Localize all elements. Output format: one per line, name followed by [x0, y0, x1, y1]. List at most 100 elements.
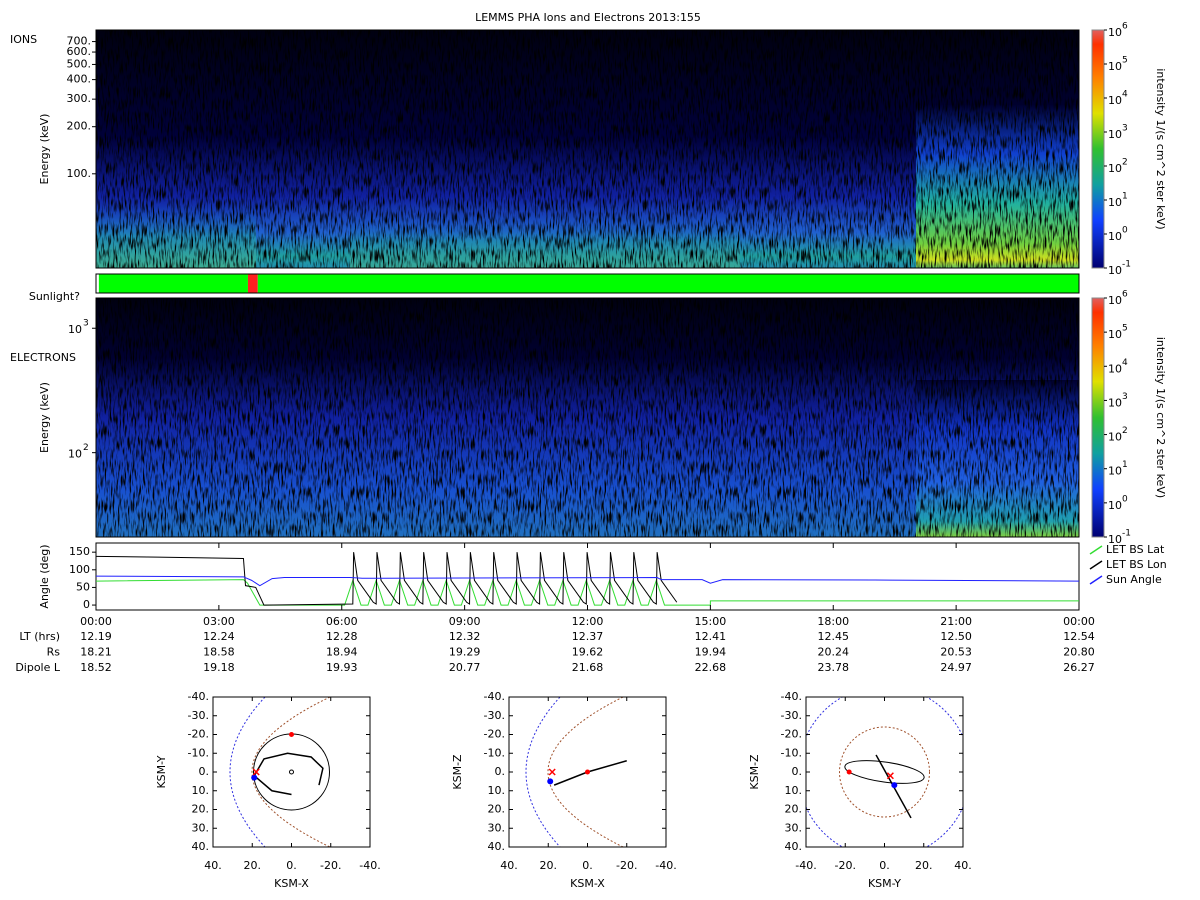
colorbar — [1091, 297, 1105, 538]
x-tick-label: -40. — [795, 859, 816, 872]
x-tick-label: 40. — [500, 859, 518, 872]
panel-label: ELECTRONS — [10, 351, 76, 364]
legend-swatch — [1089, 560, 1103, 570]
colorbar-tick-exponent: -1 — [1122, 260, 1131, 270]
x-tick-label: -20. — [320, 859, 341, 872]
ephemeris-value: 19.93 — [326, 661, 358, 674]
x-axis-label: KSM-Y — [868, 877, 901, 890]
chart-title: LEMMS PHA Ions and Electrons 2013:155 — [475, 11, 701, 24]
panel-label: IONS — [10, 33, 37, 46]
orbit-boundaries — [525, 697, 624, 847]
colorbar-tick-exponent: 5 — [1122, 56, 1128, 66]
y-tick-label: -20. — [781, 728, 802, 741]
y-tick-label: 150 — [69, 545, 90, 558]
y-tick-label: 40. — [488, 840, 506, 853]
ion-spectrogram-image — [96, 30, 1079, 268]
colorbar-tick-exponent: 0 — [1122, 494, 1128, 504]
y-tick-label: 10. — [488, 784, 506, 797]
legend-swatch — [1089, 545, 1103, 555]
ephemeris-value: 18.52 — [80, 661, 112, 674]
y-tick-label: 30. — [785, 821, 803, 834]
colorbar-tick-base: 10 — [1108, 396, 1122, 409]
colorbar — [1091, 29, 1105, 269]
colorbar-tick-exponent: 3 — [1122, 392, 1128, 402]
colorbar-tick-exponent: 6 — [1122, 22, 1128, 32]
y-tick-label: 20. — [192, 803, 210, 816]
x-tick-label: 09:00 — [449, 615, 481, 628]
ephemeris-value: 18.21 — [80, 646, 112, 659]
colorbar-tick-base: 10 — [1108, 264, 1122, 277]
y-tick-label: 20. — [488, 803, 506, 816]
ephemeris-value: 12.19 — [80, 630, 112, 643]
y-tick-label: 300. — [67, 92, 92, 105]
colorbar-tick-exponent: 3 — [1122, 124, 1128, 134]
ephemeris-value: 20.24 — [818, 646, 850, 659]
ephemeris-value: 26.27 — [1063, 661, 1095, 674]
colorbar-tick-exponent: 1 — [1122, 192, 1128, 202]
spacecraft-marker — [252, 768, 260, 776]
y-tick-label: -10. — [484, 746, 505, 759]
y-tick-label: -40. — [781, 690, 802, 703]
legend-label: LET BS Lon — [1106, 558, 1167, 571]
legend-label: Sun Angle — [1106, 573, 1162, 586]
colorbar-tick-base: 10 — [1108, 328, 1122, 341]
y-tick-label: 20. — [785, 803, 803, 816]
y-tick-label: 10. — [785, 784, 803, 797]
colorbar-label: intensity 1/(s cm^2 ster keV) — [1154, 68, 1167, 229]
y-tick-label: 100. — [67, 167, 92, 180]
ephemeris-value: 21.68 — [572, 661, 604, 674]
y-tick-label: 0. — [199, 765, 210, 778]
y-tick-label: -30. — [484, 709, 505, 722]
electron-spectrogram-image — [96, 298, 1079, 537]
y-tick-label: 50 — [76, 580, 90, 593]
y-tick-label: -20. — [484, 728, 505, 741]
ephemeris-label: Dipole L — [15, 661, 61, 674]
y-tick-label: -30. — [188, 709, 209, 722]
ephemeris-value: 19.62 — [572, 646, 604, 659]
x-tick-label: 0. — [286, 859, 297, 872]
colorbar-tick-base: 10 — [1108, 499, 1122, 512]
timeline-segment — [96, 274, 99, 293]
track-point — [547, 778, 554, 785]
ephemeris-value: 22.68 — [695, 661, 727, 674]
timeline-segment — [98, 274, 248, 293]
colorbar-tick-exponent: 2 — [1122, 426, 1128, 436]
y-tick-label: -40. — [188, 690, 209, 703]
series-line — [95, 575, 1080, 587]
colorbar-tick-base: 10 — [1108, 533, 1122, 546]
ephemeris-value: 19.94 — [695, 646, 727, 659]
legend-label: LET BS Lat — [1106, 543, 1165, 556]
moon-point — [846, 769, 852, 775]
y-tick-label: 10. — [192, 784, 210, 797]
y-tick-label: 0. — [792, 765, 803, 778]
y-tick-label: 40. — [785, 840, 803, 853]
colorbar-label: intensity 1/(s cm^2 ster keV) — [1154, 337, 1167, 498]
spacecraft-marker — [548, 768, 556, 776]
colorbar-tick-exponent: 6 — [1122, 290, 1128, 300]
y-tick-label: 30. — [192, 821, 210, 834]
colorbar-tick-base: 10 — [1108, 128, 1122, 141]
ephemeris-value: 12.32 — [449, 630, 481, 643]
x-tick-label: -40. — [359, 859, 380, 872]
x-tick-label: 20. — [540, 859, 558, 872]
ephemeris-value: 20.80 — [1063, 646, 1095, 659]
plot-frame — [95, 29, 1080, 269]
colorbar-tick-base: 10 — [1108, 94, 1122, 107]
colorbar-tick-base: 10 — [1108, 60, 1122, 73]
y-tick-label: -10. — [781, 746, 802, 759]
y-tick-label: 400. — [67, 73, 92, 86]
ephemeris-label: Rs — [47, 646, 61, 659]
timeline-frame — [95, 273, 1080, 294]
ephemeris-value: 12.45 — [818, 630, 850, 643]
ephemeris-value: 19.29 — [449, 646, 481, 659]
x-tick-label: -40. — [655, 859, 676, 872]
colorbar-tick-base: 10 — [1108, 431, 1122, 444]
y-tick-base: 10 — [68, 323, 82, 336]
y-tick-label: 0. — [495, 765, 506, 778]
x-axis-label: KSM-X — [274, 877, 309, 890]
x-tick-label: 40. — [204, 859, 222, 872]
spacecraft-marker — [886, 772, 894, 780]
plot-frame — [95, 297, 1080, 538]
y-axis-label: Energy (keV) — [38, 382, 51, 453]
